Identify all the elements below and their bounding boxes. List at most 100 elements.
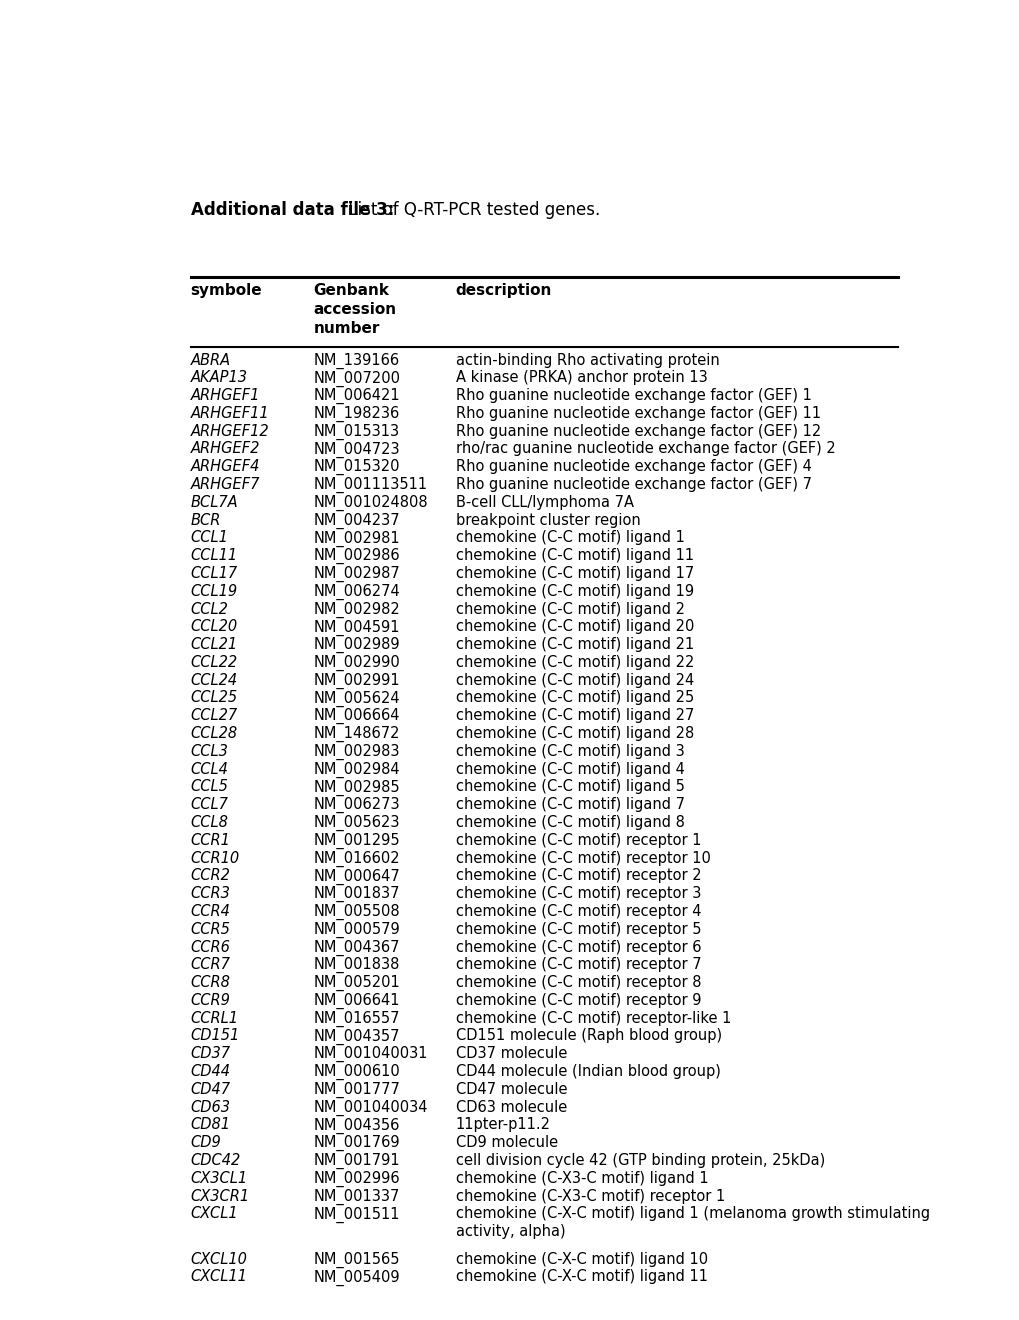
Text: chemokine (C-X3-C motif) receptor 1: chemokine (C-X3-C motif) receptor 1 [455, 1188, 725, 1204]
Text: Rho guanine nucleotide exchange factor (GEF) 4: Rho guanine nucleotide exchange factor (… [455, 459, 811, 474]
Text: CD44 molecule (Indian blood group): CD44 molecule (Indian blood group) [455, 1064, 719, 1078]
Text: NM_002996: NM_002996 [313, 1171, 399, 1187]
Text: ARHGEF11: ARHGEF11 [191, 405, 269, 421]
Text: chemokine (C-C motif) receptor 8: chemokine (C-C motif) receptor 8 [455, 975, 700, 990]
Text: CCR5: CCR5 [191, 921, 230, 937]
Text: chemokine (C-C motif) receptor-like 1: chemokine (C-C motif) receptor-like 1 [455, 1011, 731, 1026]
Text: CD47: CD47 [191, 1082, 230, 1097]
Text: CCL27: CCL27 [191, 709, 237, 723]
Text: CD9: CD9 [191, 1135, 221, 1150]
Text: chemokine (C-C motif) ligand 17: chemokine (C-C motif) ligand 17 [455, 566, 693, 581]
Text: NM_001337: NM_001337 [313, 1188, 399, 1205]
Text: ABRA: ABRA [191, 352, 230, 367]
Text: chemokine (C-C motif) ligand 3: chemokine (C-C motif) ligand 3 [455, 744, 684, 759]
Text: NM_005623: NM_005623 [313, 814, 399, 832]
Text: NM_001565: NM_001565 [313, 1251, 399, 1269]
Text: CCL24: CCL24 [191, 673, 237, 688]
Text: NM_002991: NM_002991 [313, 673, 399, 689]
Text: chemokine (C-C motif) receptor 4: chemokine (C-C motif) receptor 4 [455, 904, 700, 919]
Text: NM_000647: NM_000647 [313, 869, 399, 884]
Text: NM_015320: NM_015320 [313, 459, 399, 475]
Text: chemokine (C-C motif) ligand 24: chemokine (C-C motif) ligand 24 [455, 673, 693, 688]
Text: CX3CR1: CX3CR1 [191, 1188, 250, 1204]
Text: NM_006421: NM_006421 [313, 388, 399, 404]
Text: CXCL1: CXCL1 [191, 1206, 238, 1221]
Text: chemokine (C-C motif) receptor 2: chemokine (C-C motif) receptor 2 [455, 869, 700, 883]
Text: chemokine (C-C motif) ligand 21: chemokine (C-C motif) ligand 21 [455, 638, 693, 652]
Text: chemokine (C-C motif) ligand 2: chemokine (C-C motif) ligand 2 [455, 602, 684, 616]
Text: chemokine (C-C motif) receptor 1: chemokine (C-C motif) receptor 1 [455, 833, 700, 847]
Text: NM_000610: NM_000610 [313, 1064, 399, 1080]
Text: symbole: symbole [191, 284, 262, 298]
Text: CCL1: CCL1 [191, 531, 228, 545]
Text: NM_007200: NM_007200 [313, 371, 399, 387]
Text: NM_005409: NM_005409 [313, 1270, 399, 1286]
Text: Rho guanine nucleotide exchange factor (GEF) 11: Rho guanine nucleotide exchange factor (… [455, 405, 820, 421]
Text: breakpoint cluster region: breakpoint cluster region [455, 512, 640, 528]
Text: CD47 molecule: CD47 molecule [455, 1082, 567, 1097]
Text: Rho guanine nucleotide exchange factor (GEF) 7: Rho guanine nucleotide exchange factor (… [455, 477, 811, 492]
Text: CCR4: CCR4 [191, 904, 230, 919]
Text: chemokine (C-C motif) receptor 3: chemokine (C-C motif) receptor 3 [455, 886, 700, 902]
Text: CCR7: CCR7 [191, 957, 230, 973]
Text: NM_006641: NM_006641 [313, 993, 399, 1008]
Text: NM_004723: NM_004723 [313, 441, 399, 458]
Text: chemokine (C-C motif) ligand 1: chemokine (C-C motif) ligand 1 [455, 531, 684, 545]
Text: BCL7A: BCL7A [191, 495, 238, 510]
Text: chemokine (C-C motif) ligand 5: chemokine (C-C motif) ligand 5 [455, 779, 684, 795]
Text: chemokine (C-C motif) receptor 5: chemokine (C-C motif) receptor 5 [455, 921, 700, 937]
Text: chemokine (C-C motif) ligand 22: chemokine (C-C motif) ligand 22 [455, 655, 693, 671]
Text: CCL19: CCL19 [191, 583, 237, 599]
Text: chemokine (C-C motif) receptor 9: chemokine (C-C motif) receptor 9 [455, 993, 700, 1008]
Text: CCL7: CCL7 [191, 797, 228, 812]
Text: chemokine (C-X-C motif) ligand 1 (melanoma growth stimulating
activity, alpha): chemokine (C-X-C motif) ligand 1 (melano… [455, 1206, 928, 1238]
Text: CD44: CD44 [191, 1064, 230, 1078]
Text: CDC42: CDC42 [191, 1152, 240, 1168]
Text: chemokine (C-C motif) ligand 27: chemokine (C-C motif) ligand 27 [455, 709, 693, 723]
Text: CCL20: CCL20 [191, 619, 237, 635]
Text: NM_016557: NM_016557 [313, 1011, 399, 1027]
Text: CCR9: CCR9 [191, 993, 230, 1008]
Text: NM_001838: NM_001838 [313, 957, 399, 973]
Text: NM_004357: NM_004357 [313, 1028, 399, 1044]
Text: NM_002984: NM_002984 [313, 762, 399, 777]
Text: 11pter-p11.2: 11pter-p11.2 [455, 1117, 550, 1133]
Text: NM_004356: NM_004356 [313, 1117, 399, 1134]
Text: NM_005508: NM_005508 [313, 904, 399, 920]
Text: NM_001040031: NM_001040031 [313, 1047, 427, 1063]
Text: CCL2: CCL2 [191, 602, 228, 616]
Text: CCL28: CCL28 [191, 726, 237, 741]
Text: NM_001040034: NM_001040034 [313, 1100, 427, 1115]
Text: NM_006274: NM_006274 [313, 583, 399, 601]
Text: BCR: BCR [191, 512, 221, 528]
Text: CCL3: CCL3 [191, 744, 228, 759]
Text: CCR6: CCR6 [191, 940, 230, 954]
Text: CCL22: CCL22 [191, 655, 237, 671]
Text: CCRL1: CCRL1 [191, 1011, 238, 1026]
Text: NM_002990: NM_002990 [313, 655, 399, 671]
Text: CX3CL1: CX3CL1 [191, 1171, 248, 1185]
Text: CCL25: CCL25 [191, 690, 237, 705]
Text: CD151 molecule (Raph blood group): CD151 molecule (Raph blood group) [455, 1028, 721, 1043]
Text: Genbank
accession
number: Genbank accession number [313, 284, 396, 335]
Text: NM_000579: NM_000579 [313, 921, 399, 939]
Text: CD63 molecule: CD63 molecule [455, 1100, 567, 1114]
Text: CCR10: CCR10 [191, 850, 239, 866]
Text: cell division cycle 42 (GTP binding protein, 25kDa): cell division cycle 42 (GTP binding prot… [455, 1152, 824, 1168]
Text: chemokine (C-C motif) receptor 10: chemokine (C-C motif) receptor 10 [455, 850, 710, 866]
Text: CXCL10: CXCL10 [191, 1251, 248, 1267]
Text: NM_016602: NM_016602 [313, 850, 399, 867]
Text: CD37 molecule: CD37 molecule [455, 1047, 567, 1061]
Text: chemokine (C-C motif) ligand 20: chemokine (C-C motif) ligand 20 [455, 619, 693, 635]
Text: chemokine (C-X-C motif) ligand 11: chemokine (C-X-C motif) ligand 11 [455, 1270, 707, 1284]
Text: CD63: CD63 [191, 1100, 230, 1114]
Text: NM_005624: NM_005624 [313, 690, 399, 706]
Text: NM_002989: NM_002989 [313, 638, 399, 653]
Text: List of Q-RT-PCR tested genes.: List of Q-RT-PCR tested genes. [342, 201, 599, 219]
Text: chemokine (C-C motif) ligand 25: chemokine (C-C motif) ligand 25 [455, 690, 693, 705]
Text: CCL11: CCL11 [191, 548, 237, 564]
Text: Rho guanine nucleotide exchange factor (GEF) 1: Rho guanine nucleotide exchange factor (… [455, 388, 811, 403]
Text: Rho guanine nucleotide exchange factor (GEF) 12: Rho guanine nucleotide exchange factor (… [455, 424, 820, 438]
Text: CCR1: CCR1 [191, 833, 230, 847]
Text: NM_002986: NM_002986 [313, 548, 399, 565]
